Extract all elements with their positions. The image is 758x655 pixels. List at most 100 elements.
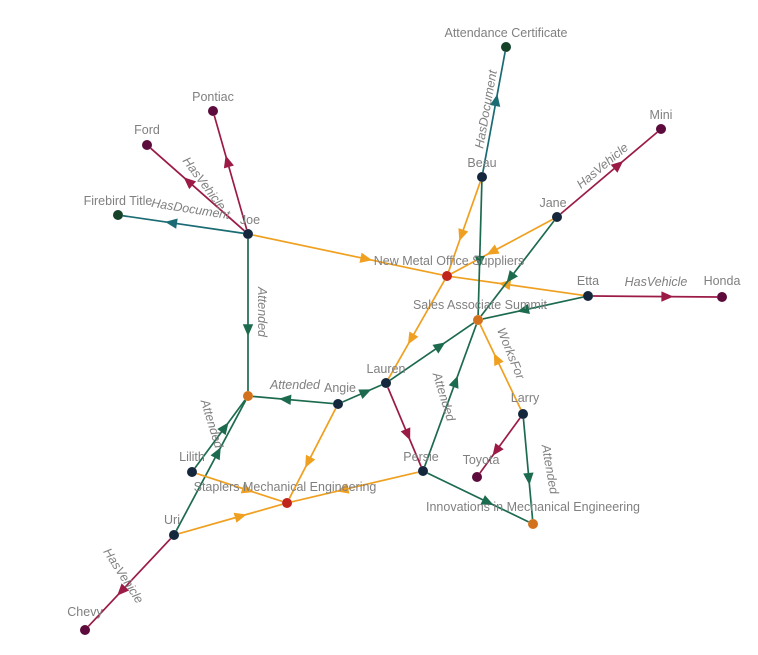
node-label: Staplers Mechanical Engineering <box>194 480 377 494</box>
edge-arrowhead <box>183 177 197 190</box>
node-label: Larry <box>511 391 540 405</box>
edge-arrowhead <box>610 160 624 173</box>
node-label: Toyota <box>463 453 500 467</box>
edge-arrowhead <box>517 303 530 314</box>
edge-arrowhead <box>432 342 446 354</box>
graph-edge[interactable] <box>178 503 283 535</box>
graph-edge[interactable] <box>196 472 283 503</box>
edge-arrowhead <box>165 218 178 229</box>
graph-edge[interactable] <box>389 322 475 381</box>
graph-edge[interactable] <box>252 234 443 276</box>
graph-node[interactable] <box>528 519 538 529</box>
node-label: Angie <box>324 381 356 395</box>
graph-node[interactable] <box>656 124 666 134</box>
graph-edge[interactable] <box>479 417 521 474</box>
node-label: Pontiac <box>192 90 234 104</box>
edge-arrowhead <box>358 389 372 399</box>
graph-edge[interactable] <box>482 51 506 173</box>
graph-node[interactable] <box>473 315 483 325</box>
graph-node[interactable] <box>583 291 593 301</box>
graph-node[interactable] <box>282 498 292 508</box>
graph-node[interactable] <box>381 378 391 388</box>
graph-node[interactable] <box>208 106 218 116</box>
edge-arrowhead <box>661 291 674 302</box>
graph-node[interactable] <box>552 212 562 222</box>
edge-label: HasVehicle <box>100 546 146 606</box>
graph-edge[interactable] <box>592 295 718 298</box>
edge-arrowhead <box>305 454 316 468</box>
edge-label: Attended <box>198 397 227 451</box>
graph-edge[interactable] <box>427 472 529 523</box>
graph-edge[interactable] <box>451 275 584 297</box>
edge-arrowhead <box>458 228 469 242</box>
graph-node[interactable] <box>418 466 428 476</box>
edge-arrowhead <box>223 155 234 169</box>
graph-edge[interactable] <box>87 538 172 627</box>
graph-node[interactable] <box>80 625 90 635</box>
graph-node[interactable] <box>243 391 253 401</box>
node-label: Mini <box>650 108 673 122</box>
graph-node[interactable] <box>472 472 482 482</box>
graph-node[interactable] <box>243 229 253 239</box>
graph-edge[interactable] <box>560 131 658 215</box>
edge-arrowhead <box>359 252 373 263</box>
graph-edge[interactable] <box>451 218 553 275</box>
graph-edge[interactable] <box>387 279 446 380</box>
edge-arrowhead <box>486 244 500 255</box>
graph-node[interactable] <box>333 399 343 409</box>
graph-edge[interactable] <box>150 147 245 232</box>
edge-arrowhead <box>407 331 419 345</box>
edge-arrowhead <box>279 394 292 405</box>
edge-label: Attended <box>269 378 321 392</box>
graph-node[interactable] <box>113 210 123 220</box>
node-label: New Metal Office Suppliers <box>374 254 525 268</box>
node-label: Lilith <box>179 450 205 464</box>
nodes-layer <box>80 42 727 635</box>
graph-edge[interactable] <box>479 324 522 410</box>
graph-edge[interactable] <box>175 400 247 531</box>
node-label: Innovations in Mechanical Engineering <box>426 500 640 514</box>
graph-node[interactable] <box>717 292 727 302</box>
graph-edge[interactable] <box>477 181 483 316</box>
node-label: Etta <box>577 274 599 288</box>
graph-node[interactable] <box>518 409 528 419</box>
graph-node[interactable] <box>477 172 487 182</box>
edge-arrowhead <box>523 472 534 485</box>
node-label: Persie <box>403 450 438 464</box>
edge-arrowhead <box>217 422 229 436</box>
graph-edge[interactable] <box>122 214 244 235</box>
edge-arrowhead <box>474 255 485 268</box>
graph-edge[interactable] <box>194 399 246 469</box>
graph-edge[interactable] <box>482 296 584 320</box>
node-label: Joe <box>240 213 260 227</box>
graph-node[interactable] <box>501 42 511 52</box>
edge-arrowhead <box>448 375 459 389</box>
edge-arrowhead <box>492 443 504 456</box>
graph-edge[interactable] <box>522 418 534 520</box>
graph-edge[interactable] <box>423 324 478 467</box>
graph-edge[interactable] <box>288 408 337 499</box>
edges-layer <box>87 51 718 627</box>
edge-label: Attended <box>255 286 269 338</box>
graph-node[interactable] <box>187 467 197 477</box>
graph-edge[interactable] <box>447 181 482 272</box>
edge-arrowhead <box>336 483 350 494</box>
graph-edge[interactable] <box>387 387 422 467</box>
graph-edge[interactable] <box>291 471 419 503</box>
node-label: Jane <box>539 196 566 210</box>
graph-node[interactable] <box>169 530 179 540</box>
graph-node[interactable] <box>142 140 152 150</box>
node-label: Uri <box>164 513 180 527</box>
edge-arrowhead <box>240 483 254 494</box>
graph-edge[interactable] <box>480 220 555 317</box>
node-label: Lauren <box>367 362 406 376</box>
graph-node[interactable] <box>442 271 452 281</box>
edge-label: Attended <box>430 370 459 424</box>
graph-edge[interactable] <box>213 115 248 230</box>
node-label: Honda <box>704 274 741 288</box>
node-label: Chevy <box>67 605 103 619</box>
graph-edge[interactable] <box>252 395 334 405</box>
